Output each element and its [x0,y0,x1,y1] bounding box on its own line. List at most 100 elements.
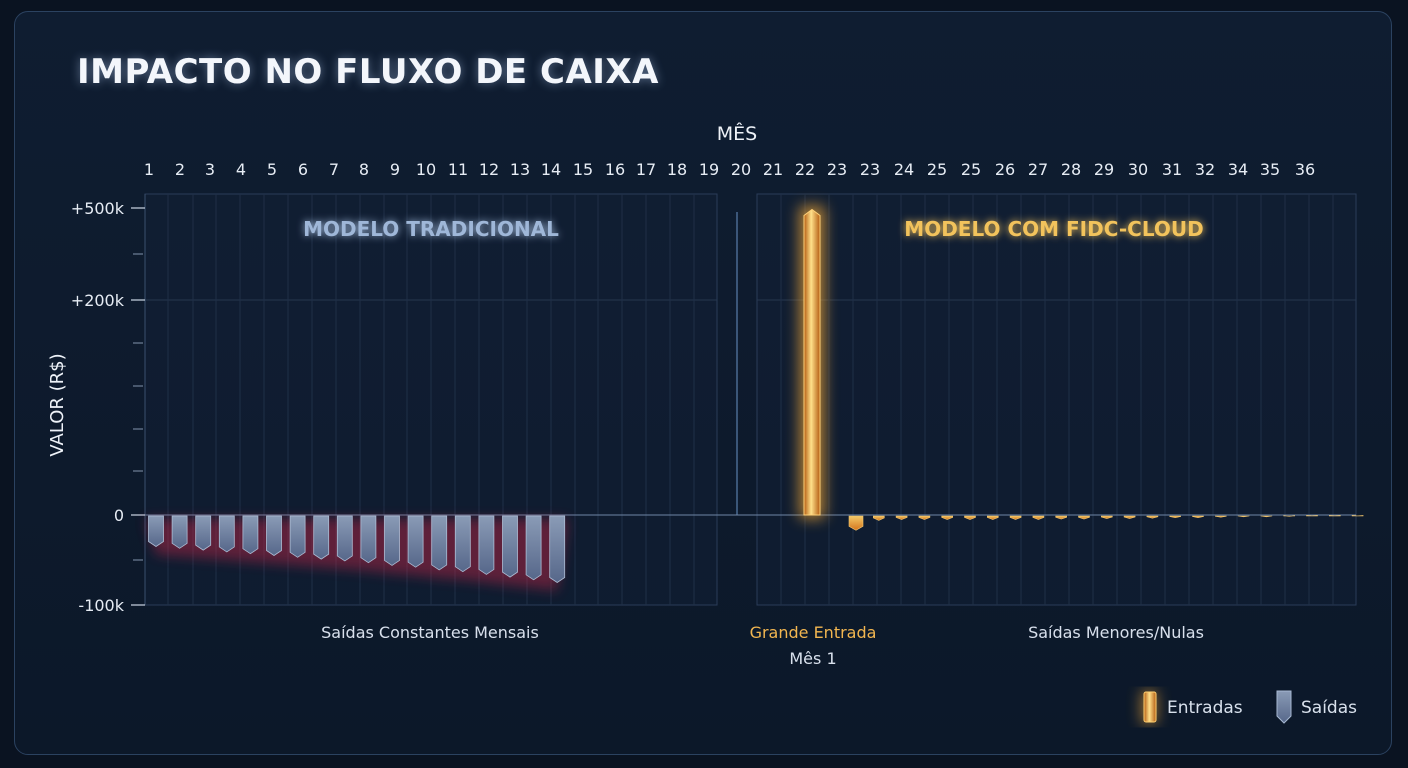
legend-label-saidas: Saídas [1301,698,1357,718]
entradas-bar-icon [1143,691,1157,723]
legend: Entradas Saídas [1141,690,1357,724]
x-tick-label: 36 [1295,160,1315,179]
x-tick-label: 25 [961,160,981,179]
bar-saidas-tradicional-9 [336,515,353,562]
bar-saidas-tradicional-12 [407,515,424,568]
bar-saidas-tradicional-1 [148,515,164,547]
x-tick-label: 3 [205,160,215,179]
bar-saidas-tradicional-4 [218,515,235,553]
bar-saidas-fidc-16 [1192,515,1204,519]
bar-saidas-fidc-23 [1351,515,1364,517]
bar-saidas-fidc-11 [1078,515,1090,520]
bar-saidas-fidc-6 [964,515,976,520]
bar-saidas-fidc-8 [1009,515,1022,520]
bar-saidas-tradicional-17 [525,515,542,581]
x-tick-label: 30 [1128,160,1148,179]
bar-saidas-fidc-3 [895,515,908,520]
y-tick-label: +200k [71,291,125,310]
x-tick-label: 13 [510,160,530,179]
bar-saidas-fidc-1 [848,515,864,531]
annotation-grande-entrada: Grande Entrada [750,623,877,642]
x-tick-label: 26 [995,160,1015,179]
bar-saidas-tradicional-11 [384,515,400,566]
x-tick-label: 25 [927,160,947,179]
x-tick-label: 11 [448,160,468,179]
x-tick-label: 20 [731,160,751,179]
x-tick-label: 22 [795,160,815,179]
x-tick-label: 1 [144,160,154,179]
x-tick-label: 6 [298,160,308,179]
bar-saidas-tradicional-16 [502,515,518,578]
x-tick-label: 7 [329,160,339,179]
x-tick-label: 32 [1195,160,1215,179]
x-tick-label: 23 [827,160,847,179]
bar-saidas-fidc-17 [1215,515,1227,518]
bar-saidas-fidc-22 [1329,515,1341,517]
bar-saidas-fidc-18 [1237,515,1250,518]
x-tick-label: 29 [1094,160,1114,179]
x-tick-label: 14 [541,160,561,179]
bar-saidas-fidc-12 [1101,515,1113,519]
bar-saidas-fidc-19 [1260,515,1273,518]
x-tick-label: 21 [763,160,783,179]
x-tick-label: 35 [1260,160,1280,179]
x-tick-labels: 1 2 3 4 5 6 7 8 9 10 11 12 13 14 15 16 17 18 19 20 21 22 23 23 2… [144,160,1315,179]
bar-saidas-fidc-20 [1283,515,1295,517]
page-title: IMPACTO NO FLUXO DE CAIXA [77,52,659,92]
x-tick-label: 16 [605,160,625,179]
bar-saidas-fidc-7 [987,515,999,520]
panel-label-traditional: MODELO TRADICIONAL [303,217,559,241]
x-tick-label: 24 [894,160,914,179]
bar-saidas-tradicional-14 [454,515,471,573]
y-tick-label: -100k [78,596,124,615]
bar-saidas-tradicional-2 [171,515,188,549]
bar-saidas-fidc-14 [1146,515,1159,519]
bar-saidas-fidc-2 [873,515,885,521]
x-tick-label: 27 [1028,160,1048,179]
bar-saidas-fidc-15 [1169,515,1181,519]
panel-label-fidc: MODELO COM FIDC-CLOUD [904,217,1203,241]
bar-saidas-fidc-5 [941,515,953,520]
x-tick-label: 18 [667,160,687,179]
panel-frame-fidc [756,193,1357,606]
caption-traditional: Saídas Constantes Mensais [321,623,539,642]
bar-saidas-tradicional-7 [289,515,306,558]
chart-card: IMPACTO NO FLUXO DE CAIXA [14,11,1392,755]
saidas-bar-icon [1276,690,1292,724]
y-axis-label: VALOR (R$) [47,353,68,456]
x-axis-label: MÊS [717,122,757,145]
bar-saidas-tradicional-18 [549,515,566,583]
x-tick-label: 12 [479,160,499,179]
bar-saidas-fidc-4 [918,515,931,520]
bars [148,208,1364,583]
bar-saidas-tradicional-8 [313,515,330,560]
x-tick-label: 28 [1061,160,1081,179]
bar-saidas-fidc-21 [1306,515,1318,517]
x-tick-label: 15 [573,160,593,179]
bar-saidas-tradicional-3 [195,515,212,551]
bar-saidas-tradicional-6 [266,515,282,556]
x-tick-label: 31 [1162,160,1182,179]
x-tick-label: 5 [267,160,277,179]
x-tick-label: 9 [390,160,400,179]
bar-entrada-grande [803,208,821,516]
bar-saidas-fidc-10 [1055,515,1067,520]
bar-saidas-tradicional-5 [242,515,259,555]
bar-saidas-fidc-9 [1032,515,1045,520]
bar-saidas-fidc-13 [1123,515,1136,519]
bar-saidas-tradicional-13 [431,515,448,571]
legend-label-entradas: Entradas [1167,698,1243,718]
x-tick-label: 2 [175,160,185,179]
bar-saidas-tradicional-10 [360,515,377,564]
x-tick-label: 19 [699,160,719,179]
x-tick-label: 23 [860,160,880,179]
caption-fidc: Saídas Menores/Nulas [1028,623,1204,642]
y-ticks: +500k +200k 0 -100k [71,199,145,615]
bar-saidas-tradicional-15 [478,515,495,575]
y-tick-label: +500k [71,199,125,218]
x-tick-label: 8 [359,160,369,179]
x-tick-label: 10 [416,160,436,179]
y-tick-label: 0 [114,506,124,525]
x-tick-label: 17 [636,160,656,179]
